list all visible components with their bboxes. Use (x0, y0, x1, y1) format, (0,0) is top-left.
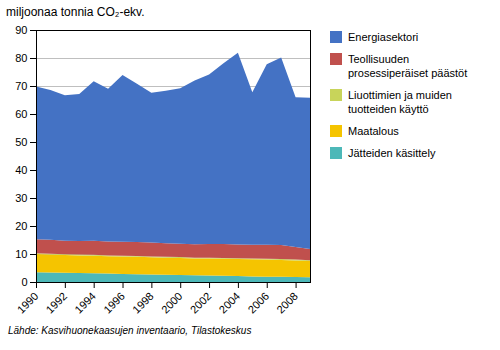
svg-text:10: 10 (15, 248, 27, 260)
svg-text:0: 0 (21, 276, 27, 288)
svg-text:70: 70 (15, 80, 27, 92)
svg-text:1996: 1996 (101, 290, 127, 316)
svg-text:80: 80 (15, 52, 27, 64)
svg-text:2004: 2004 (216, 290, 242, 316)
svg-text:2008: 2008 (274, 290, 300, 316)
svg-text:30: 30 (15, 192, 27, 204)
svg-text:90: 90 (15, 24, 27, 36)
svg-text:2006: 2006 (245, 290, 271, 316)
svg-text:2000: 2000 (159, 290, 185, 316)
svg-text:60: 60 (15, 108, 27, 120)
html-text:Lähde: Kasvihuonekaasujen inve: Lähde: Kasvihuonekaasujen inventaario, T… (8, 325, 252, 336)
html-text:miljoonaa tonnia CO₂-ekv.: miljoonaa tonnia CO₂-ekv. (6, 5, 145, 19)
html-text:Energiasektori: Energiasektori (348, 31, 419, 43)
html-text:Jätteiden käsittely: Jätteiden käsittely (348, 147, 436, 159)
svg-text:50: 50 (15, 136, 27, 148)
html-text:Liuottimien ja muiden tuotteid: Liuottimien ja muiden tuotteiden käyttö (348, 89, 452, 115)
html-text:Maatalous: Maatalous (348, 125, 399, 137)
svg-text:20: 20 (15, 220, 27, 232)
html-text:Teollisuuden prosessiperäiset: Teollisuuden prosessiperäiset päästöt (348, 53, 468, 79)
svg-text:2002: 2002 (188, 290, 214, 316)
svg-text:40: 40 (15, 164, 27, 176)
svg-text:1998: 1998 (130, 290, 156, 316)
svg-text:1992: 1992 (43, 290, 69, 316)
svg-text:1994: 1994 (72, 290, 98, 316)
svg-text:1990: 1990 (15, 290, 41, 316)
